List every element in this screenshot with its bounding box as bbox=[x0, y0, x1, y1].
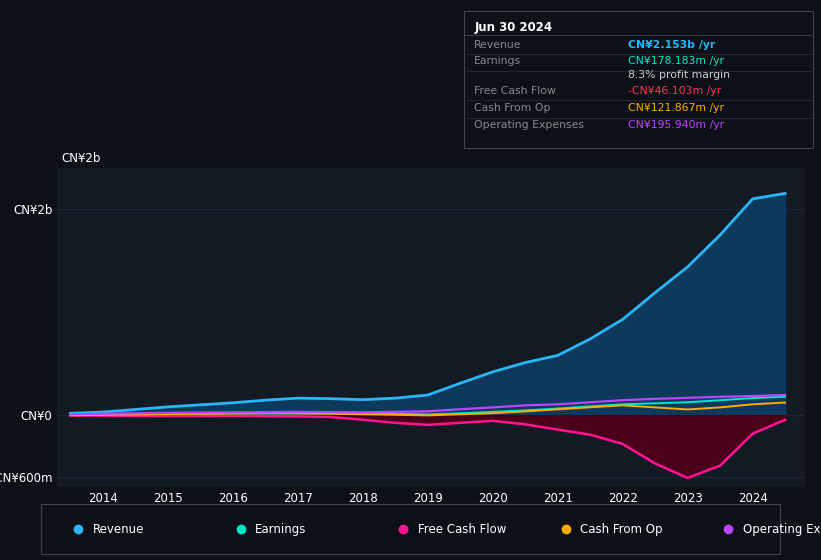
Text: Jun 30 2024: Jun 30 2024 bbox=[475, 21, 553, 34]
Text: Revenue: Revenue bbox=[93, 522, 144, 536]
Text: CN¥121.867m /yr: CN¥121.867m /yr bbox=[628, 103, 724, 113]
Text: Cash From Op: Cash From Op bbox=[580, 522, 663, 536]
Text: Revenue: Revenue bbox=[475, 40, 522, 50]
Text: CN¥2b: CN¥2b bbox=[62, 152, 101, 165]
Text: Free Cash Flow: Free Cash Flow bbox=[475, 86, 556, 96]
Text: CN¥178.183m /yr: CN¥178.183m /yr bbox=[628, 57, 724, 67]
Text: Operating Expenses: Operating Expenses bbox=[743, 522, 821, 536]
Text: Free Cash Flow: Free Cash Flow bbox=[418, 522, 507, 536]
Text: CN¥195.940m /yr: CN¥195.940m /yr bbox=[628, 120, 724, 130]
Text: Operating Expenses: Operating Expenses bbox=[475, 120, 585, 130]
Text: -CN¥46.103m /yr: -CN¥46.103m /yr bbox=[628, 86, 721, 96]
Text: 8.3% profit margin: 8.3% profit margin bbox=[628, 69, 730, 80]
Text: Earnings: Earnings bbox=[475, 57, 521, 67]
Text: CN¥2.153b /yr: CN¥2.153b /yr bbox=[628, 40, 715, 50]
Text: Earnings: Earnings bbox=[255, 522, 307, 536]
Text: Cash From Op: Cash From Op bbox=[475, 103, 551, 113]
